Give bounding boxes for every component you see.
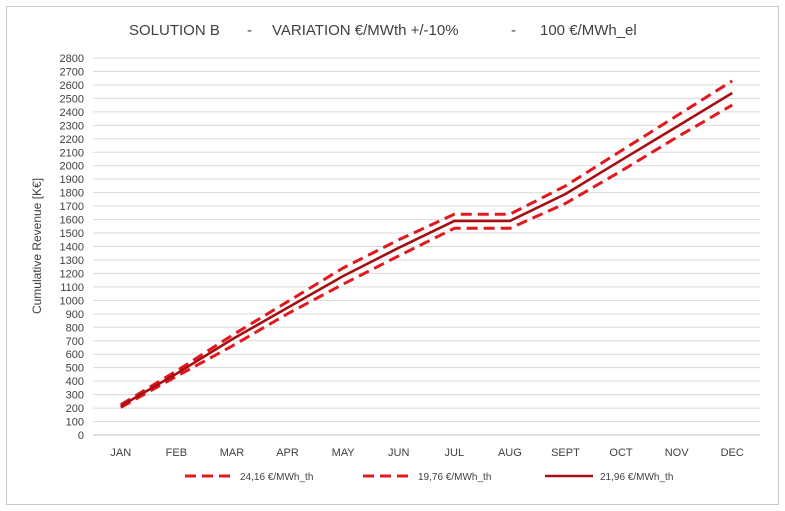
- chart-title-part-5: 100 €/MWh_el: [540, 22, 637, 39]
- y-tick-label: 2200: [60, 134, 84, 146]
- y-axis-title: Cumulative Revenue [K€]: [30, 178, 44, 314]
- y-tick-label: 1100: [60, 282, 84, 294]
- series-line-2: [120, 103, 733, 409]
- y-tick-label: 800: [66, 322, 84, 334]
- y-tick-label: 200: [66, 403, 84, 415]
- y-tick-label: 1700: [60, 201, 84, 213]
- chart-title-part-3: VARIATION €/MWth +/-10%: [272, 22, 459, 39]
- y-tick-label: 2000: [60, 161, 84, 173]
- x-tick-label: NOV: [665, 447, 690, 459]
- x-tick-label: JAN: [110, 447, 131, 459]
- y-tick-label: 900: [66, 309, 84, 321]
- y-tick-label: 1200: [60, 268, 84, 280]
- x-tick-label: FEB: [166, 447, 187, 459]
- y-tick-label: 300: [66, 390, 84, 402]
- y-tick-label: 2400: [60, 107, 84, 119]
- x-tick-label: JUN: [388, 447, 409, 459]
- y-tick-label: 1500: [60, 228, 84, 240]
- chart-title-part-4: -: [511, 22, 516, 39]
- y-tick-label: 2800: [60, 53, 84, 65]
- grid: [93, 57, 760, 436]
- y-tick-label: 0: [78, 430, 84, 442]
- chart-title-part-1: SOLUTION B: [129, 22, 220, 39]
- y-tick-label: 500: [66, 363, 84, 375]
- x-tick-label: DEC: [721, 447, 744, 459]
- y-tick-label: 700: [66, 336, 84, 348]
- y-tick-label: 100: [66, 417, 84, 429]
- y-tick-label: 600: [66, 349, 84, 361]
- series-lines: [120, 79, 733, 409]
- chart-title-part-2: -: [247, 22, 252, 39]
- x-axis-ticks: JAN FEB MAR APR MAY JUN JUL AUG SEPT OCT NOV DEC: [110, 447, 743, 459]
- y-tick-label: 2300: [60, 120, 84, 132]
- x-tick-label: MAR: [220, 447, 245, 459]
- legend-label-3: 21,96 €/MWh_th: [600, 472, 673, 483]
- y-tick-label: 2500: [60, 93, 84, 105]
- legend: 24,16 €/MWh_th 19,76 €/MWh_th 21,96 €/MWh_…: [185, 472, 673, 483]
- y-tick-label: 2700: [60, 66, 84, 78]
- x-tick-label: JUL: [445, 447, 465, 459]
- y-tick-label: 1600: [60, 215, 84, 227]
- legend-label-2: 19,76 €/MWh_th: [418, 472, 491, 483]
- series-line-3: [120, 91, 733, 408]
- y-tick-label: 1400: [60, 242, 84, 254]
- x-tick-label: AUG: [498, 447, 522, 459]
- series-line-1: [120, 79, 733, 406]
- x-tick-label: APR: [276, 447, 299, 459]
- x-tick-label: SEPT: [551, 447, 580, 459]
- y-tick-label: 1000: [60, 295, 84, 307]
- y-tick-label: 2100: [60, 147, 84, 159]
- x-tick-label: MAY: [332, 447, 356, 459]
- y-tick-label: 2600: [60, 80, 84, 92]
- y-tick-label: 1800: [60, 188, 84, 200]
- y-tick-label: 400: [66, 376, 84, 388]
- y-tick-label: 1900: [60, 174, 84, 186]
- x-tick-label: OCT: [609, 447, 633, 459]
- legend-label-1: 24,16 €/MWh_th: [240, 472, 313, 483]
- y-tick-label: 1300: [60, 255, 84, 267]
